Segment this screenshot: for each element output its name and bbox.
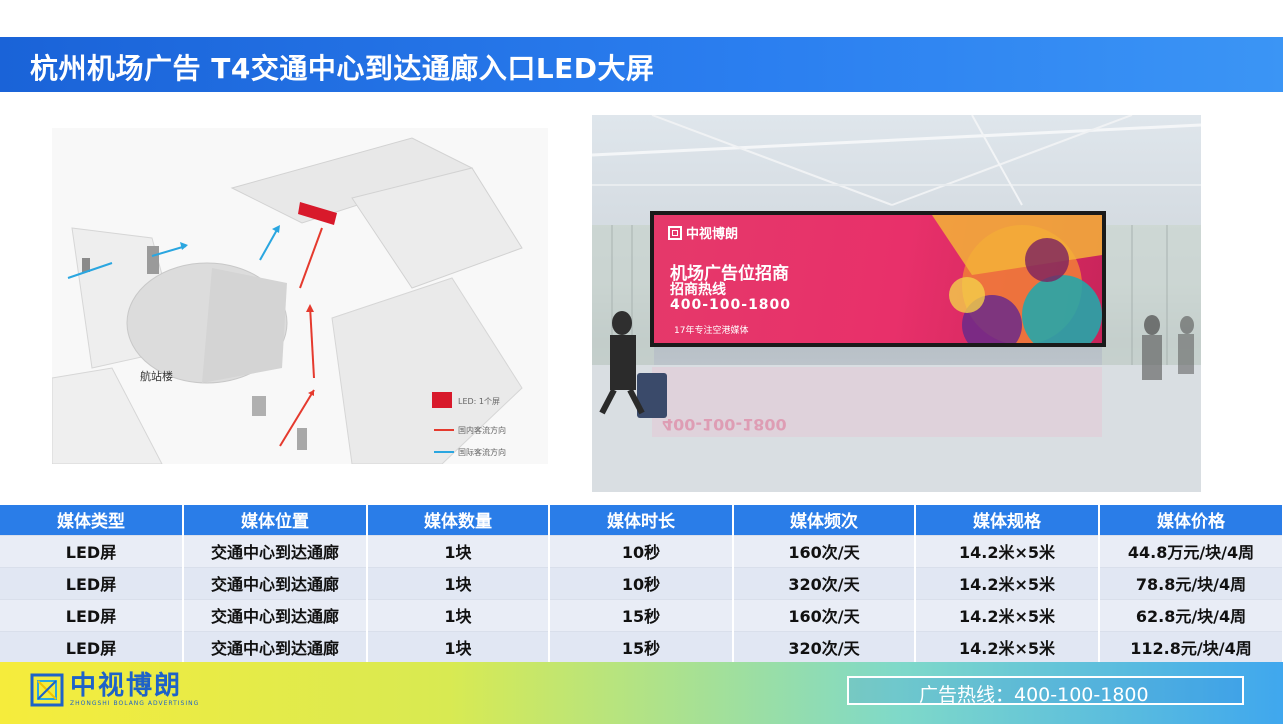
map-diagram: 航站楼 LED: 1个屏 国内客流方向 国际客流方向 <box>52 128 548 464</box>
led-screen-photo: 中视博朗 机场广告位招商 招商热线 400-100-1800 17年专注空港媒体… <box>592 115 1201 492</box>
page-title: 杭州机场广告 T4交通中心到达通廊入口LED大屏 <box>30 52 655 85</box>
header-media-spec: 媒体规格 <box>915 505 1100 535</box>
table-cell: 15秒 <box>549 630 734 663</box>
led-screen: 中视博朗 机场广告位招商 招商热线 400-100-1800 17年专注空港媒体 <box>654 215 1102 343</box>
table-cell: LED屏 <box>0 598 184 631</box>
table-cell: 1块 <box>367 630 550 663</box>
table-row: LED屏 交通中心到达通廊 1块 10秒 160次/天 14.2米×5米 44.… <box>0 534 1283 567</box>
table-cell: 160次/天 <box>733 598 916 631</box>
brand-mark-icon <box>668 225 682 240</box>
location-map: 航站楼 LED: 1个屏 国内客流方向 国际客流方向 <box>52 128 548 464</box>
table-cell: 10秒 <box>549 566 734 599</box>
header-media-price: 媒体价格 <box>1099 505 1283 535</box>
table-cell: 14.2米×5米 <box>915 630 1100 663</box>
table-cell: 10秒 <box>549 534 734 567</box>
legend-domestic-label: 国内客流方向 <box>458 425 506 435</box>
screen-logo: 中视博朗 <box>668 223 738 242</box>
media-table: 媒体类型 媒体位置 媒体数量 媒体时长 媒体频次 媒体规格 媒体价格 LED屏 … <box>0 505 1283 663</box>
table-cell: 交通中心到达通廊 <box>183 630 368 663</box>
header-media-location: 媒体位置 <box>183 505 368 535</box>
screen-hotline-number: 400-100-1800 <box>670 297 792 313</box>
table-cell: 1块 <box>367 598 550 631</box>
company-logo-icon <box>30 673 64 706</box>
header-media-type: 媒体类型 <box>0 505 184 535</box>
table-cell: 112.8元/块/4周 <box>1099 630 1283 663</box>
screen-headline: 机场广告位招商 <box>670 264 789 284</box>
title-bar: 杭州机场广告 T4交通中心到达通廊入口LED大屏 <box>0 37 1283 92</box>
table-cell: 15秒 <box>549 598 734 631</box>
header-media-duration: 媒体时长 <box>549 505 734 535</box>
hotline-text: 广告热线：400-100-1800 <box>919 684 1149 706</box>
table-cell: 160次/天 <box>733 534 916 567</box>
legend-international-label: 国际客流方向 <box>458 447 506 457</box>
hotline-box: 广告热线：400-100-1800 <box>847 676 1244 706</box>
header-media-quantity: 媒体数量 <box>367 505 550 535</box>
table-row: LED屏 交通中心到达通廊 1块 10秒 320次/天 14.2米×5米 78.… <box>0 566 1283 599</box>
table-row: LED屏 交通中心到达通廊 1块 15秒 320次/天 14.2米×5米 112… <box>0 630 1283 663</box>
table-cell: 44.8万元/块/4周 <box>1099 534 1283 567</box>
table-cell: 1块 <box>367 534 550 567</box>
table-row: LED屏 交通中心到达通廊 1块 15秒 160次/天 14.2米×5米 62.… <box>0 598 1283 631</box>
table-cell: 交通中心到达通廊 <box>183 534 368 567</box>
table-cell: 14.2米×5米 <box>915 598 1100 631</box>
table-cell: LED屏 <box>0 534 184 567</box>
table-cell: 14.2米×5米 <box>915 534 1100 567</box>
table-cell: 320次/天 <box>733 630 916 663</box>
floor-reflection: 400-100-1800 <box>662 415 787 434</box>
legend-led-label: LED: 1个屏 <box>458 397 500 406</box>
screen-logo-text: 中视博朗 <box>686 227 739 242</box>
table-cell: 交通中心到达通廊 <box>183 566 368 599</box>
screen-hotline-label: 招商热线 <box>670 282 726 298</box>
table-cell: 320次/天 <box>733 566 916 599</box>
screen-slogan: 17年专注空港媒体 <box>674 326 749 336</box>
map-building-label: 航站楼 <box>140 369 173 383</box>
table-cell: 62.8元/块/4周 <box>1099 598 1283 631</box>
table-header-row: 媒体类型 媒体位置 媒体数量 媒体时长 媒体频次 媒体规格 媒体价格 <box>0 505 1283 535</box>
table-cell: 14.2米×5米 <box>915 566 1100 599</box>
table-cell: 78.8元/块/4周 <box>1099 566 1283 599</box>
company-english-name: ZHONGSHI BOLANG ADVERTISING <box>70 700 200 707</box>
table-cell: 交通中心到达通廊 <box>183 598 368 631</box>
table-cell: LED屏 <box>0 630 184 663</box>
footer: 中视博朗 ZHONGSHI BOLANG ADVERTISING 广告热线：40… <box>0 662 1283 724</box>
table-cell: 1块 <box>367 566 550 599</box>
header-media-frequency: 媒体频次 <box>733 505 916 535</box>
company-logo: 中视博朗 ZHONGSHI BOLANG ADVERTISING <box>30 672 199 707</box>
company-name: 中视博朗 <box>70 671 183 701</box>
legend-led-swatch <box>432 392 452 408</box>
screen-artwork <box>932 215 1102 343</box>
table-cell: LED屏 <box>0 566 184 599</box>
